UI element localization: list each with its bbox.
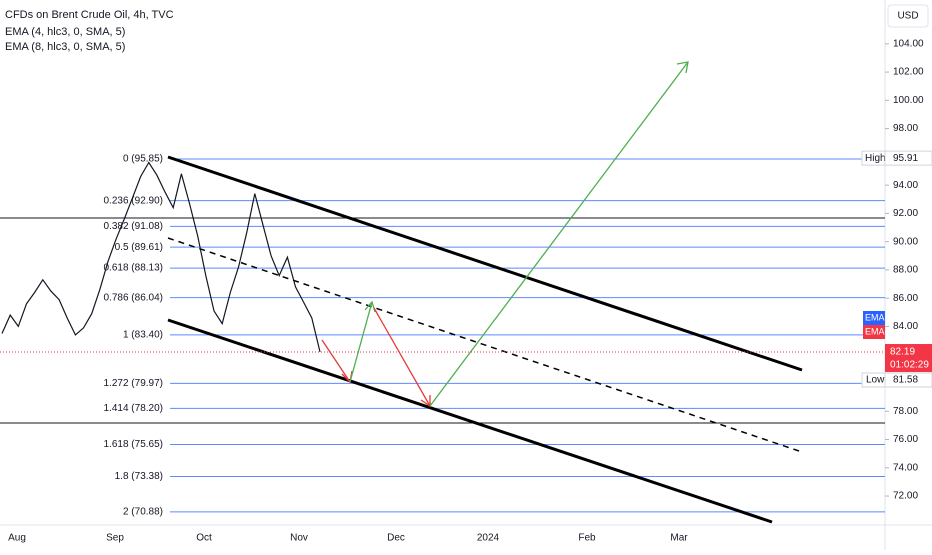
y-tick-label: 94.00 [893, 180, 918, 191]
fib-label: 1.618 (75.65) [104, 439, 164, 450]
fib-label: 0.618 (88.13) [104, 263, 164, 274]
y-tick-label: 92.00 [893, 208, 918, 219]
high-box [884, 150, 932, 166]
y-tick-label: 86.00 [893, 293, 918, 304]
currency: USD [897, 11, 918, 22]
low-box [884, 372, 932, 388]
x-tick-label: Feb [578, 533, 596, 544]
fib-label: 1 (83.40) [123, 330, 163, 341]
arrow [373, 307, 431, 407]
y-tick-label: 76.00 [893, 434, 918, 445]
fib-label: 0.382 (91.08) [104, 221, 164, 232]
fib-label: 1.414 (78.20) [104, 403, 164, 414]
high-label: High [865, 153, 886, 164]
arrow [429, 61, 689, 407]
low-value: 81.58 [893, 375, 918, 386]
y-tick-label: 100.00 [893, 95, 924, 106]
x-tick-label: Dec [387, 533, 405, 544]
low-label: Low [866, 375, 885, 386]
y-tick-label: 88.00 [893, 265, 918, 276]
fib-label: 1.272 (79.97) [104, 378, 164, 389]
fib-label: 2 (70.88) [123, 506, 163, 517]
y-tick-label: 78.00 [893, 406, 918, 417]
channel-lower [167, 318, 773, 524]
fib-label: 0.236 (92.90) [104, 195, 164, 206]
y-tick-label: 90.00 [893, 236, 918, 247]
ema-box [863, 325, 885, 339]
x-tick-label: Oct [196, 533, 212, 544]
arrow [321, 339, 351, 383]
arrows [321, 61, 689, 408]
last-price: 82.19 [890, 347, 915, 358]
ema-label: EMA [865, 326, 885, 336]
fib-group: 0 (95.85) 0.236 (92.90) 0.382 (91.08) 0.5 (… [104, 154, 885, 517]
x-tick-label: Aug [8, 533, 26, 544]
countdown: 01:02:29 [890, 360, 929, 371]
x-tick-label: Nov [290, 533, 308, 544]
fib-label: 0 (95.85) [123, 154, 163, 165]
price-line [1, 161, 321, 353]
y-tick-label: 104.00 [893, 38, 924, 49]
fib-label: 0.5 (89.61) [115, 242, 163, 253]
channel-mid [167, 237, 803, 453]
y-tick-label: 74.00 [893, 462, 918, 473]
title: CFDs on Brent Crude Oil, 4h, TVC [5, 9, 174, 21]
y-tick-label: 84.00 [893, 321, 918, 332]
fib-label: 0.786 (86.04) [104, 292, 164, 303]
y-tick-label: 98.00 [893, 123, 918, 134]
y-tick-label: 72.00 [893, 491, 918, 502]
x-tick-label: 2024 [477, 533, 500, 544]
ema-box [863, 311, 885, 325]
ema-label: EMA [865, 312, 885, 322]
fib-label: 1.8 (73.38) [115, 471, 163, 482]
y-tick-label: 102.00 [893, 67, 924, 78]
indicator: EMA (4, hlc3, 0, SMA, 5) [5, 26, 125, 38]
last-price-box [885, 344, 932, 373]
channel-upper [167, 155, 803, 372]
arrow-head [676, 61, 689, 74]
x-tick-label: Mar [670, 533, 688, 544]
high-value: 95.91 [893, 153, 918, 164]
x-tick-label: Sep [106, 533, 124, 544]
indicator: EMA (8, hlc3, 0, SMA, 5) [5, 41, 125, 53]
currency-box[interactable] [887, 4, 929, 28]
arrow [349, 301, 373, 383]
